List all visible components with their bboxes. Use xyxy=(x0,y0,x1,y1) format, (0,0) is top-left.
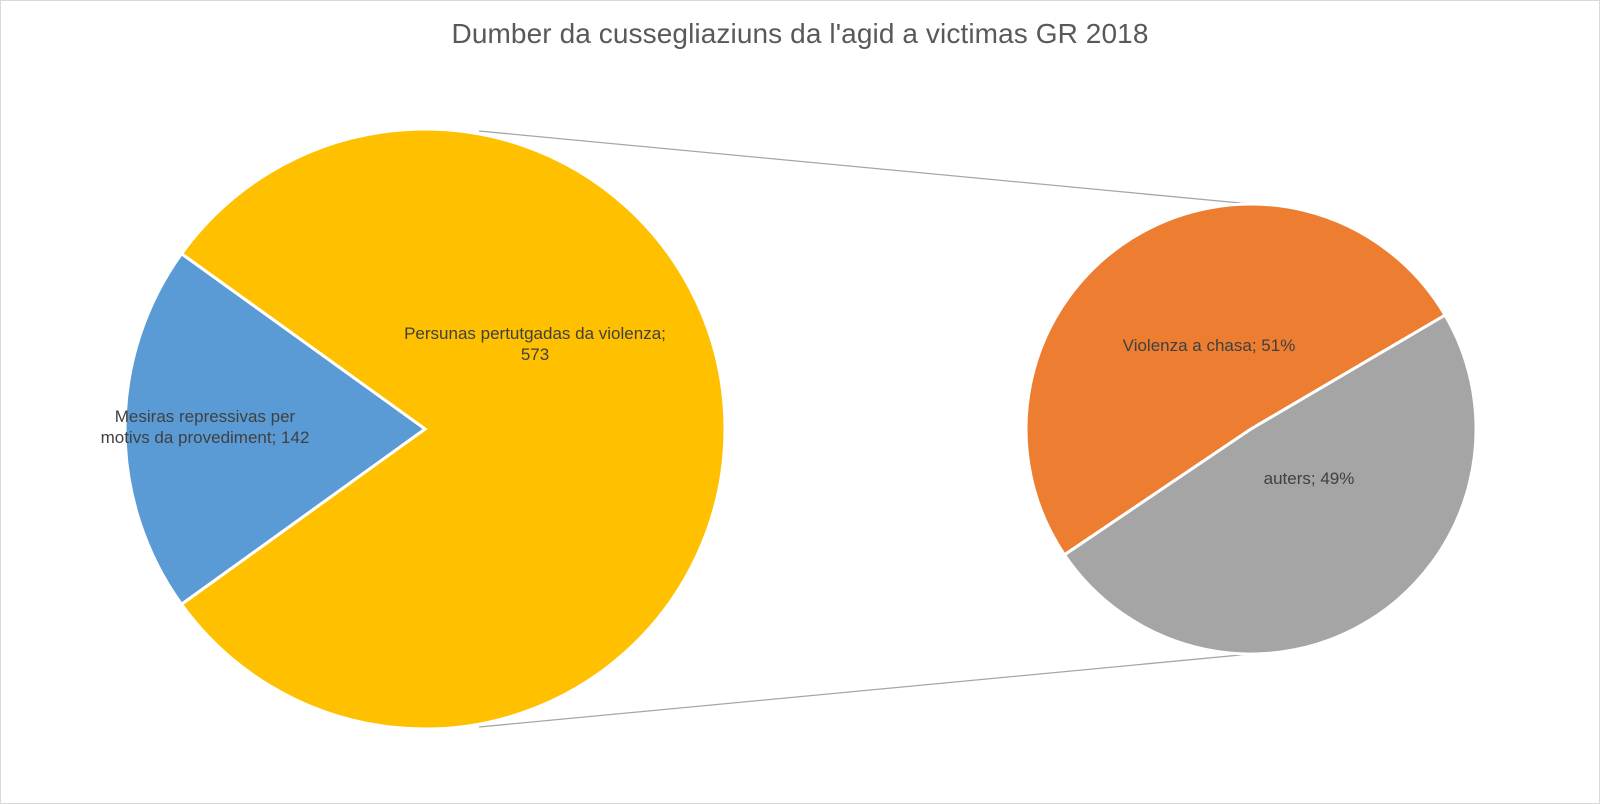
connector-line-bottom xyxy=(478,653,1252,728)
main-slice-persunas-pertutgadas xyxy=(179,127,727,731)
chart-title: Dumber da cussegliaziuns da l'agid a vic… xyxy=(451,18,1149,49)
data-label-mesiras-repressivas: Mesiras repressivas per motivs da provedi… xyxy=(101,407,310,447)
data-label-persunas-pertutgadas: Persunas pertutgadas da violenza; 573 xyxy=(404,324,666,364)
secondary-slice-auters xyxy=(1062,313,1478,656)
connector-line-top xyxy=(478,130,1252,205)
data-label-violenza-a-chasa: Violenza a chasa; 51% xyxy=(1123,336,1296,355)
main-slice-mesiras-repressivas xyxy=(123,251,428,607)
secondary-slice-violenza-a-chasa xyxy=(1024,202,1448,557)
data-label-auters: auters; 49% xyxy=(1264,469,1355,488)
